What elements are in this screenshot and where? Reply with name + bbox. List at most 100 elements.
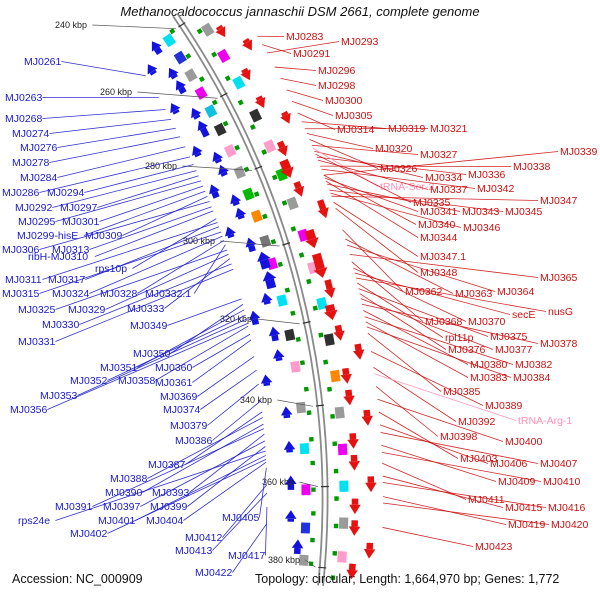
gene-label[interactable]: MJ0342 [477,183,515,195]
gene-label[interactable]: MJ0319 [388,123,426,135]
gene-label[interactable]: MJ0400 [505,436,543,448]
gene-label[interactable]: MJ0352 [70,375,108,387]
gene-label[interactable]: MJ0292 [15,202,53,214]
gene-label[interactable]: MJ0347.1 [420,251,466,263]
gene-label[interactable]: MJ0409 [498,476,536,488]
gene-label[interactable]: MJ0353 [40,390,78,402]
gene-label[interactable]: MJ0410 [543,476,581,488]
gene-label[interactable]: MJ0386 [175,435,213,447]
gene-label[interactable]: MJ0338 [513,161,551,173]
gene-label[interactable]: MJ0374 [163,404,201,416]
gene-label[interactable]: MJ0378 [540,338,578,350]
gene-label[interactable]: MJ0296 [318,65,356,77]
gene-label[interactable]: MJ0313 [52,244,90,256]
gene-label[interactable]: MJ0397 [103,501,141,513]
gene-label[interactable]: MJ0329 [68,304,106,316]
gene-label[interactable]: MJ0337 [430,184,468,196]
gene-label[interactable]: MJ0412 [185,532,223,544]
gene-label[interactable]: MJ0393 [152,487,190,499]
gene-label[interactable]: MJ0370 [468,316,506,328]
gene-label[interactable]: MJ0345 [505,206,543,218]
gene-label[interactable]: rpl11p [445,332,474,344]
gene-label[interactable]: MJ0379 [170,420,208,432]
gene-label[interactable]: MJ0369 [160,391,198,403]
gene-label[interactable]: MJ0385 [443,386,481,398]
gene-label[interactable]: MJ0317 [48,274,86,286]
gene-label[interactable]: MJ0286 [2,187,40,199]
gene-label[interactable]: MJ0261 [24,56,62,68]
gene-label[interactable]: MJ0340 [418,219,456,231]
gene-label[interactable]: secE [512,309,535,321]
gene-label[interactable]: MJ0276 [20,142,58,154]
gene-label[interactable]: MJ0392 [458,416,496,428]
gene-label[interactable]: MJ0365 [540,272,578,284]
gene-label[interactable]: MJ0320 [375,143,413,155]
gene-label[interactable]: MJ0416 [548,502,586,514]
gene-label[interactable]: MJ0341 [420,206,458,218]
gene-label[interactable]: MJ0321 [430,123,468,135]
gene-label[interactable]: MJ0401 [98,515,136,527]
gene-label[interactable]: MJ0403 [460,453,498,465]
gene-label[interactable]: MJ0325 [18,304,56,316]
gene-label[interactable]: MJ0301 [62,216,100,228]
gene-label[interactable]: MJ0336 [468,169,506,181]
gene-label[interactable]: MJ0380 [470,359,508,371]
gene-label[interactable]: MJ0297 [60,202,98,214]
gene-label[interactable]: MJ0283 [286,31,324,43]
gene-label[interactable]: MJ0407 [540,458,578,470]
gene-label[interactable]: MJ0332.1 [145,288,191,300]
gene-label[interactable]: MJ0364 [497,286,535,298]
gene-label[interactable]: MJ0298 [318,80,356,92]
gene-label[interactable]: MJ0389 [485,400,523,412]
gene-label[interactable]: MJ0358 [118,375,156,387]
gene-label[interactable]: MJ0383 [470,372,508,384]
gene-label[interactable]: rps24e [18,515,50,527]
gene-label[interactable]: MJ0404 [146,515,184,527]
gene-label[interactable]: MJ0415 [505,502,543,514]
gene-label[interactable]: MJ0291 [293,48,331,60]
gene-label[interactable]: MJ0278 [12,157,50,169]
gene-label[interactable]: MJ0419 [508,519,546,531]
gene-label[interactable]: MJ0284 [20,172,58,184]
gene-label[interactable]: MJ0422 [195,567,233,579]
gene-label[interactable]: MJ0309 [85,230,123,242]
gene-label[interactable]: MJ0350 [133,348,171,360]
gene-label[interactable]: MJ0382 [515,359,553,371]
gene-label[interactable]: MJ0299-hisE [17,230,78,242]
gene-label[interactable]: MJ0334 [425,172,463,184]
gene-label[interactable]: MJ0405 [222,512,260,524]
gene-label[interactable]: MJ0420 [551,519,589,531]
gene-label[interactable]: MJ0315 [2,288,40,300]
gene-label[interactable]: MJ0327 [420,149,458,161]
gene-label[interactable]: MJ0351 [100,362,138,374]
gene-label[interactable]: MJ0274 [12,128,50,140]
gene-label[interactable]: tRNA-Arg-1 [518,415,572,427]
gene-label[interactable]: MJ0406 [490,458,528,470]
gene-label[interactable]: MJ0339 [560,146,598,158]
gene-label[interactable]: MJ0324 [52,288,90,300]
gene-label[interactable]: MJ0330 [42,319,80,331]
gene-label[interactable]: MJ0263 [5,92,43,104]
gene-label[interactable]: MJ0413 [175,545,213,557]
gene-label[interactable]: MJ0306 [2,244,40,256]
gene-label[interactable]: MJ0346 [463,222,501,234]
gene-label[interactable]: MJ0356 [10,404,48,416]
gene-label[interactable]: MJ0293 [341,36,379,48]
gene-label[interactable]: MJ0417 [228,550,266,562]
gene-label[interactable]: MJ0402 [70,528,108,540]
gene-label[interactable]: tRNA-Ser-2 [380,181,434,193]
gene-label[interactable]: MJ0300 [325,95,363,107]
gene-label[interactable]: MJ0294 [47,187,85,199]
gene-label[interactable]: MJ0311 [5,274,42,286]
gene-label[interactable]: MJ0423 [475,541,513,553]
gene-label[interactable]: MJ0305 [335,110,373,122]
gene-label[interactable]: MJ0361 [155,377,193,389]
gene-label[interactable]: MJ0344 [420,232,458,244]
gene-label[interactable]: MJ0360 [155,362,193,374]
gene-label[interactable]: MJ0268 [5,113,43,125]
gene-label[interactable]: MJ0388 [110,473,148,485]
gene-label[interactable]: MJ0363 [455,288,493,300]
gene-label[interactable]: MJ0377 [495,344,533,356]
gene-label[interactable]: MJ0295 [18,216,56,228]
gene-label[interactable]: MJ0384 [513,372,551,384]
